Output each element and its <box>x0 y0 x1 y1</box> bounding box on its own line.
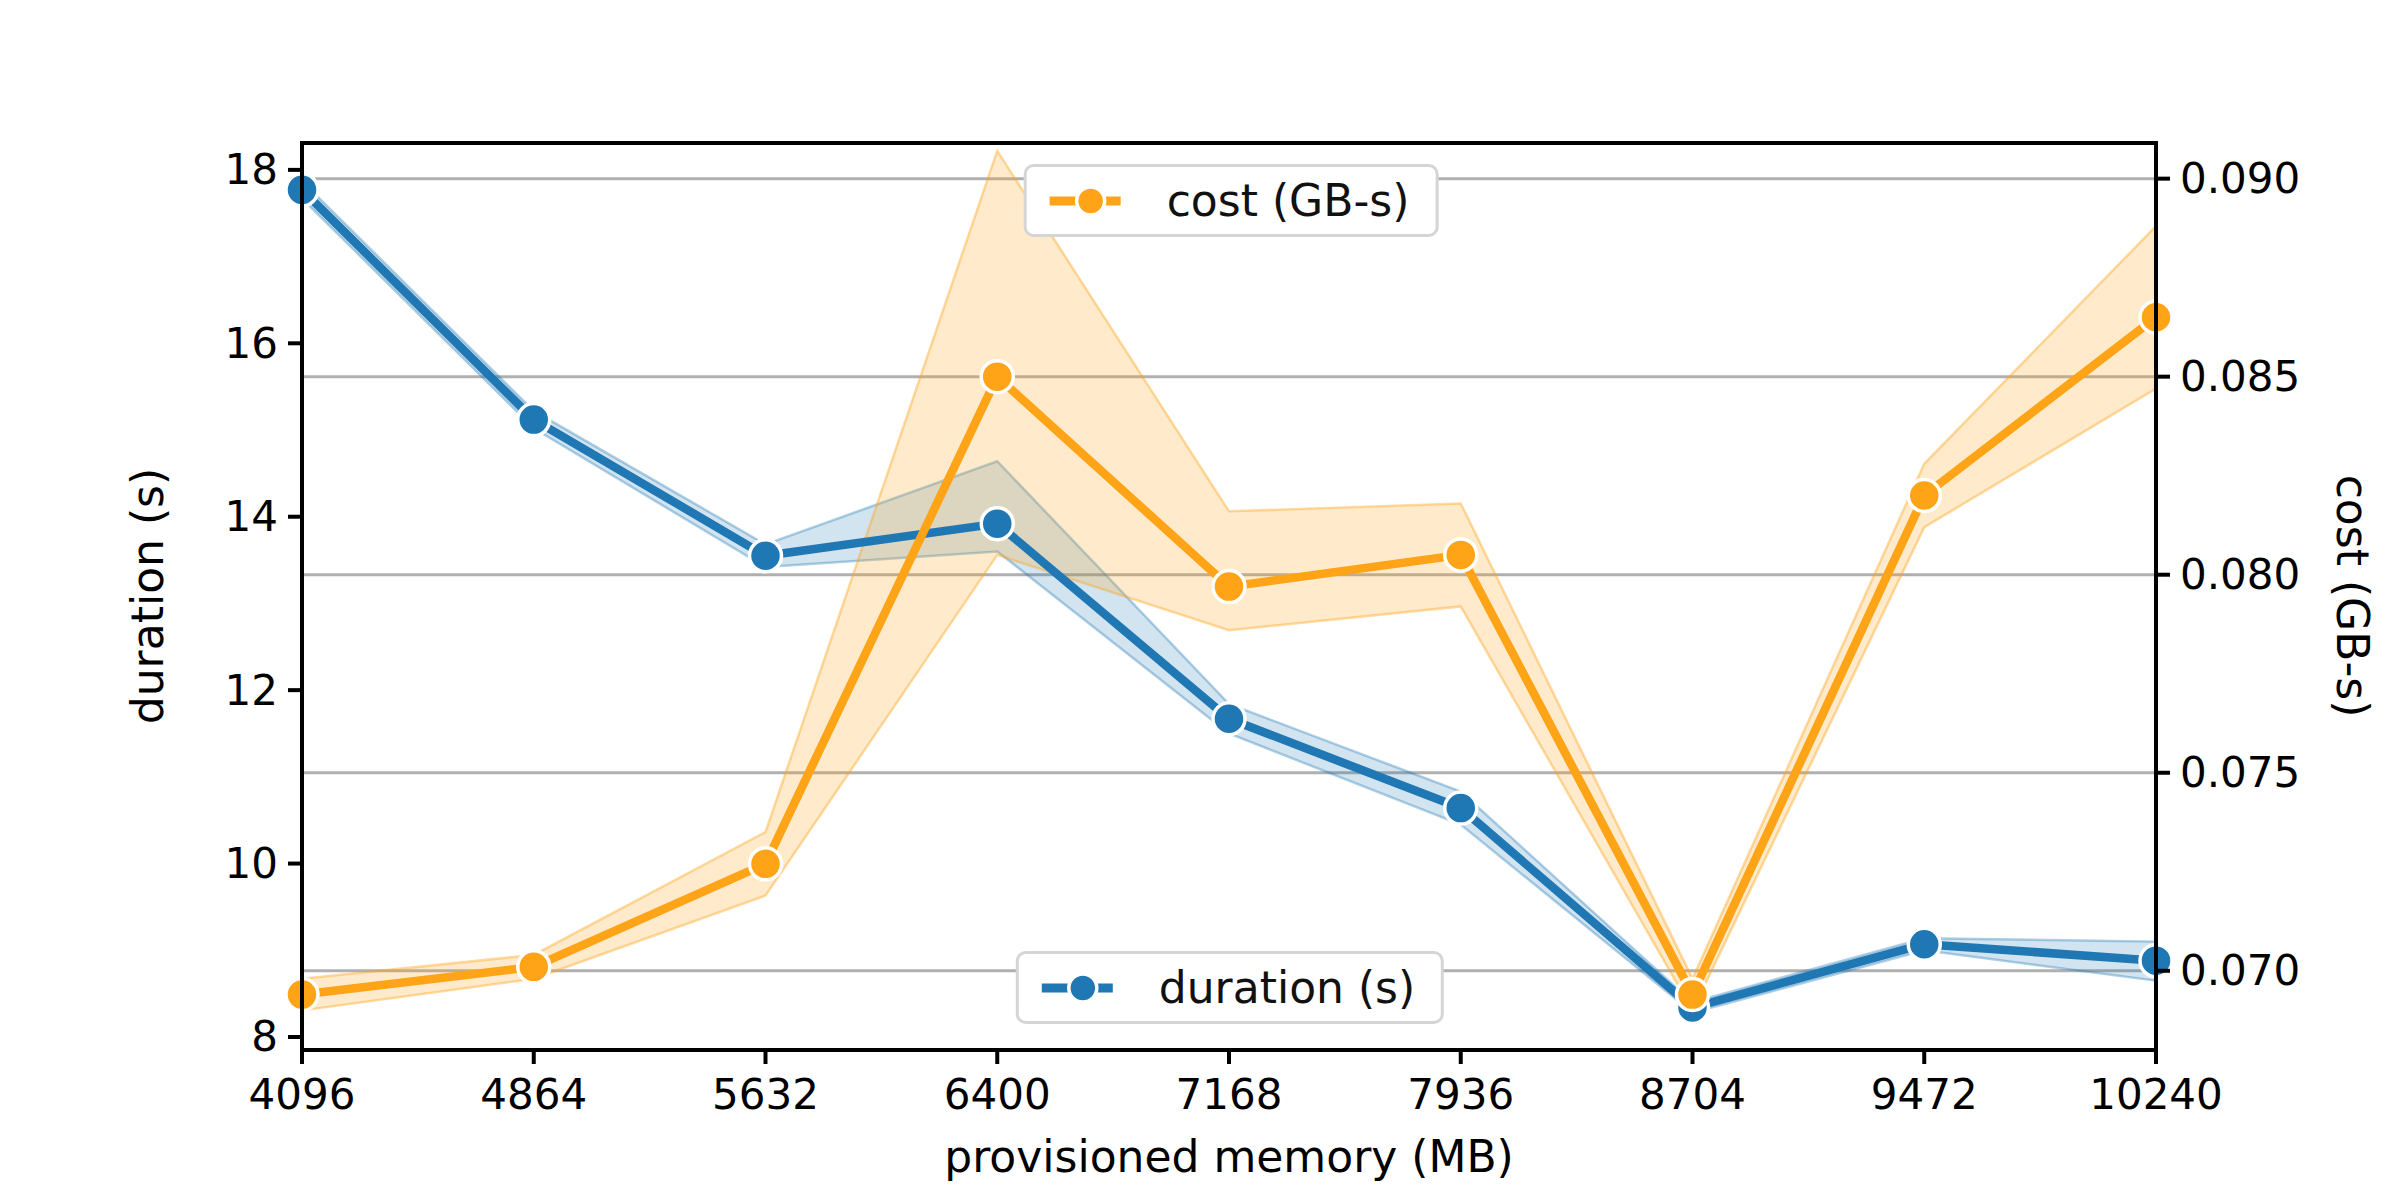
svg-text:8704: 8704 <box>1639 1070 1746 1119</box>
svg-text:7168: 7168 <box>1176 1070 1283 1119</box>
svg-text:7936: 7936 <box>1407 1070 1514 1119</box>
svg-text:4096: 4096 <box>249 1070 356 1119</box>
svg-text:6400: 6400 <box>944 1070 1051 1119</box>
svg-text:0.080: 0.080 <box>2180 550 2300 599</box>
svg-text:5632: 5632 <box>712 1070 819 1119</box>
svg-text:8: 8 <box>251 1012 278 1061</box>
svg-text:0.070: 0.070 <box>2180 946 2300 995</box>
svg-text:10240: 10240 <box>2089 1070 2223 1119</box>
svg-text:9472: 9472 <box>1871 1070 1978 1119</box>
legend-cost: cost (GB-s) <box>1024 164 1439 237</box>
legend-label-cost: cost (GB-s) <box>1167 175 1410 226</box>
svg-text:0.075: 0.075 <box>2180 748 2300 797</box>
svg-text:12: 12 <box>225 666 278 715</box>
legend-line-sample-cost-icon <box>1041 179 1141 223</box>
svg-text:0.090: 0.090 <box>2180 154 2300 203</box>
svg-text:16: 16 <box>225 319 278 368</box>
legend-label-duration: duration (s) <box>1159 962 1415 1013</box>
svg-text:0.085: 0.085 <box>2180 352 2300 401</box>
x-axis-label: provisioned memory (MB) <box>944 1131 1514 1182</box>
legend-duration: duration (s) <box>1016 951 1444 1024</box>
svg-text:18: 18 <box>225 145 278 194</box>
svg-text:10: 10 <box>225 839 278 888</box>
legend-line-sample-duration-icon <box>1033 966 1133 1010</box>
svg-text:4864: 4864 <box>480 1070 587 1119</box>
y-axis-label-cost: cost (GB-s) <box>2327 475 2378 718</box>
chart-figure: 4096 4864 5632 6400 7168 7936 8704 9472 10240 8 10… <box>0 0 2400 1200</box>
svg-text:14: 14 <box>225 492 278 541</box>
y-axis-label-duration: duration (s) <box>122 468 173 724</box>
